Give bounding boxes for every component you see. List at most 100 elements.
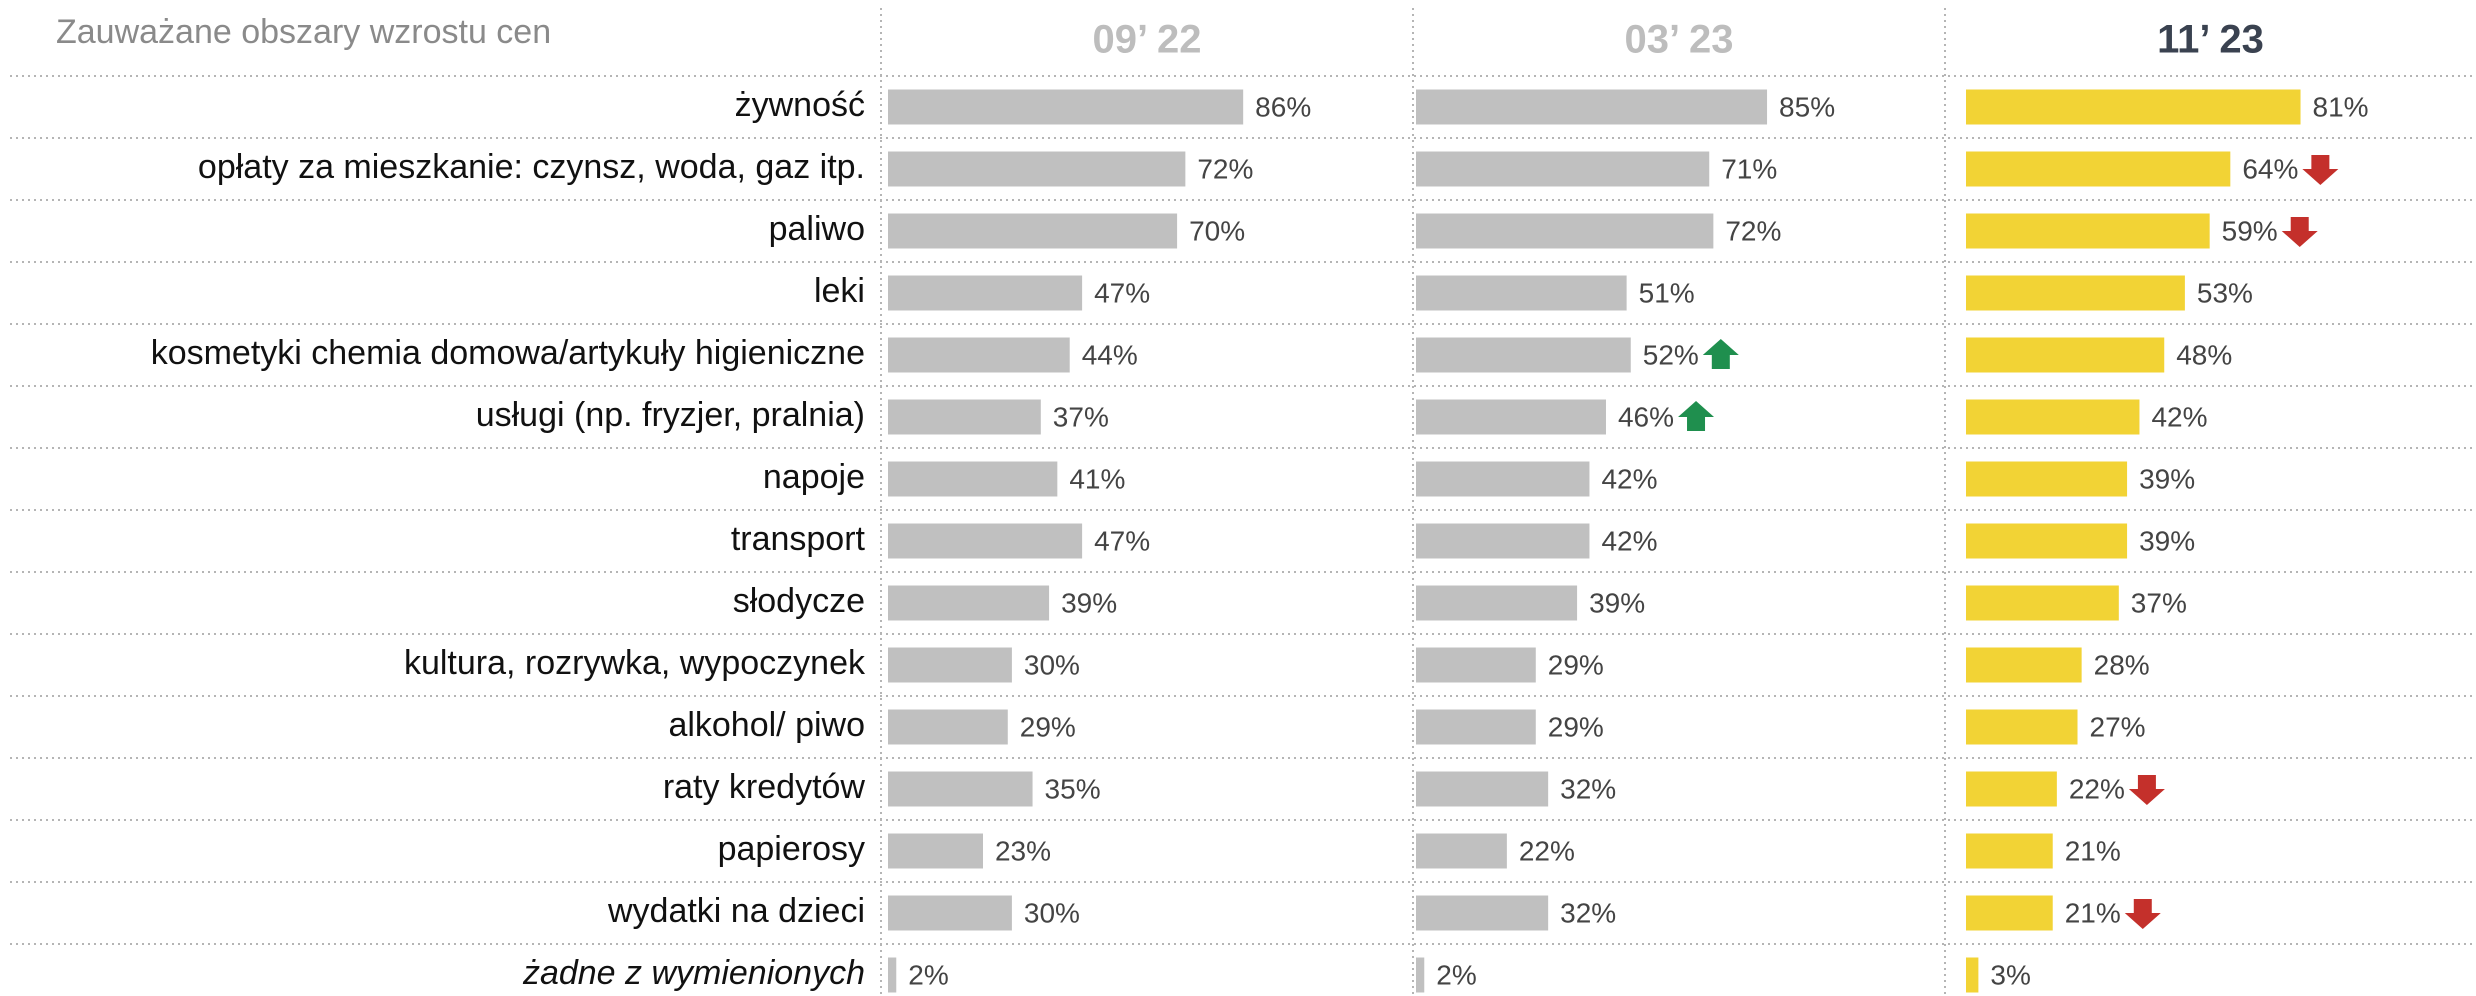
value-label: 64% <box>2242 153 2298 184</box>
value-label: 39% <box>2139 463 2195 494</box>
value-label: 29% <box>1020 711 1076 742</box>
value-label: 39% <box>2139 525 2195 556</box>
bar <box>1966 461 2128 497</box>
value-label: 22% <box>1519 835 1575 866</box>
value-label: 29% <box>1548 711 1604 742</box>
category-label: papierosy <box>718 830 865 868</box>
value-label: 37% <box>1053 401 1109 432</box>
category-label: raty kredytów <box>663 768 866 806</box>
bar <box>1416 647 1536 683</box>
bar <box>1966 275 2185 311</box>
bar <box>888 399 1041 435</box>
value-label: 28% <box>2094 649 2150 680</box>
bar <box>1416 833 1507 869</box>
category-label: transport <box>731 520 866 558</box>
value-label: 2% <box>1436 959 1476 990</box>
bar <box>888 89 1244 125</box>
bar <box>888 523 1083 559</box>
chart-title: Zauważane obszary wzrostu cen <box>56 13 551 51</box>
bar <box>1416 213 1714 249</box>
value-label: 70% <box>1189 215 1245 246</box>
bar <box>1966 337 2165 373</box>
bar <box>1416 151 1710 187</box>
category-label: alkohol/ piwo <box>668 706 865 744</box>
bar <box>888 337 1070 373</box>
bar <box>1966 647 2082 683</box>
bar <box>888 213 1178 249</box>
value-label: 2% <box>908 959 948 990</box>
category-label: leki <box>814 272 865 310</box>
category-label: żadne z wymienionych <box>522 954 865 992</box>
bar <box>1966 833 2053 869</box>
value-label: 81% <box>2313 91 2369 122</box>
value-label: 3% <box>1990 959 2030 990</box>
bar <box>1416 275 1627 311</box>
bar <box>1966 523 2128 559</box>
value-label: 42% <box>1601 463 1657 494</box>
category-label: opłaty za mieszkanie: czynsz, woda, gaz … <box>198 148 865 186</box>
value-label: 71% <box>1721 153 1777 184</box>
value-label: 59% <box>2222 215 2278 246</box>
bar <box>1966 585 2119 621</box>
bar <box>888 585 1050 621</box>
value-label: 42% <box>1601 525 1657 556</box>
bar <box>888 957 897 993</box>
bar <box>1416 771 1549 807</box>
trend-arrow <box>2302 155 2339 185</box>
value-label: 41% <box>1069 463 1125 494</box>
value-label: 21% <box>2065 835 2121 866</box>
value-label: 21% <box>2065 897 2121 928</box>
bar <box>888 151 1186 187</box>
value-label: 32% <box>1560 897 1616 928</box>
value-label: 48% <box>2176 339 2232 370</box>
bar <box>1416 89 1768 125</box>
value-label: 27% <box>2090 711 2146 742</box>
value-label: 42% <box>2151 401 2207 432</box>
bar <box>1966 895 2053 931</box>
bar <box>1966 771 2057 807</box>
trend-arrow <box>2128 775 2165 805</box>
category-label: kosmetyki chemia domowa/artykuły higieni… <box>151 334 865 372</box>
value-label: 46% <box>1618 401 1674 432</box>
bar <box>888 461 1058 497</box>
series-header: 11’ 23 <box>2157 18 2264 62</box>
category-label: wydatki na dzieci <box>607 892 865 930</box>
value-label: 52% <box>1643 339 1699 370</box>
trend-arrow <box>1678 401 1715 431</box>
bar <box>1416 957 1425 993</box>
value-label: 47% <box>1094 277 1150 308</box>
bar <box>1966 957 1979 993</box>
trend-arrow <box>2124 899 2161 929</box>
value-label: 72% <box>1197 153 1253 184</box>
bar <box>1416 337 1631 373</box>
category-label: żywność <box>735 86 865 124</box>
bar <box>888 771 1033 807</box>
bar <box>888 895 1012 931</box>
value-label: 39% <box>1589 587 1645 618</box>
bar <box>888 709 1008 745</box>
value-label: 23% <box>995 835 1051 866</box>
value-label: 44% <box>1082 339 1138 370</box>
value-label: 22% <box>2069 773 2125 804</box>
bar <box>888 275 1083 311</box>
category-label: kultura, rozrywka, wypoczynek <box>404 644 866 682</box>
bar <box>1966 151 2231 187</box>
value-label: 39% <box>1061 587 1117 618</box>
category-label: paliwo <box>769 210 865 248</box>
bar <box>1966 213 2210 249</box>
value-label: 32% <box>1560 773 1616 804</box>
value-label: 29% <box>1548 649 1604 680</box>
category-label: napoje <box>763 458 865 496</box>
bar <box>1416 895 1549 931</box>
bar <box>1416 709 1536 745</box>
bar <box>1416 523 1590 559</box>
series-header: 03’ 23 <box>1624 18 1733 62</box>
value-label: 53% <box>2197 277 2253 308</box>
bar <box>1416 585 1578 621</box>
trend-arrow <box>1702 339 1739 369</box>
trend-arrow <box>2281 217 2318 247</box>
bar <box>1966 399 2140 435</box>
category-label: słodycze <box>733 582 865 620</box>
value-label: 86% <box>1255 91 1311 122</box>
